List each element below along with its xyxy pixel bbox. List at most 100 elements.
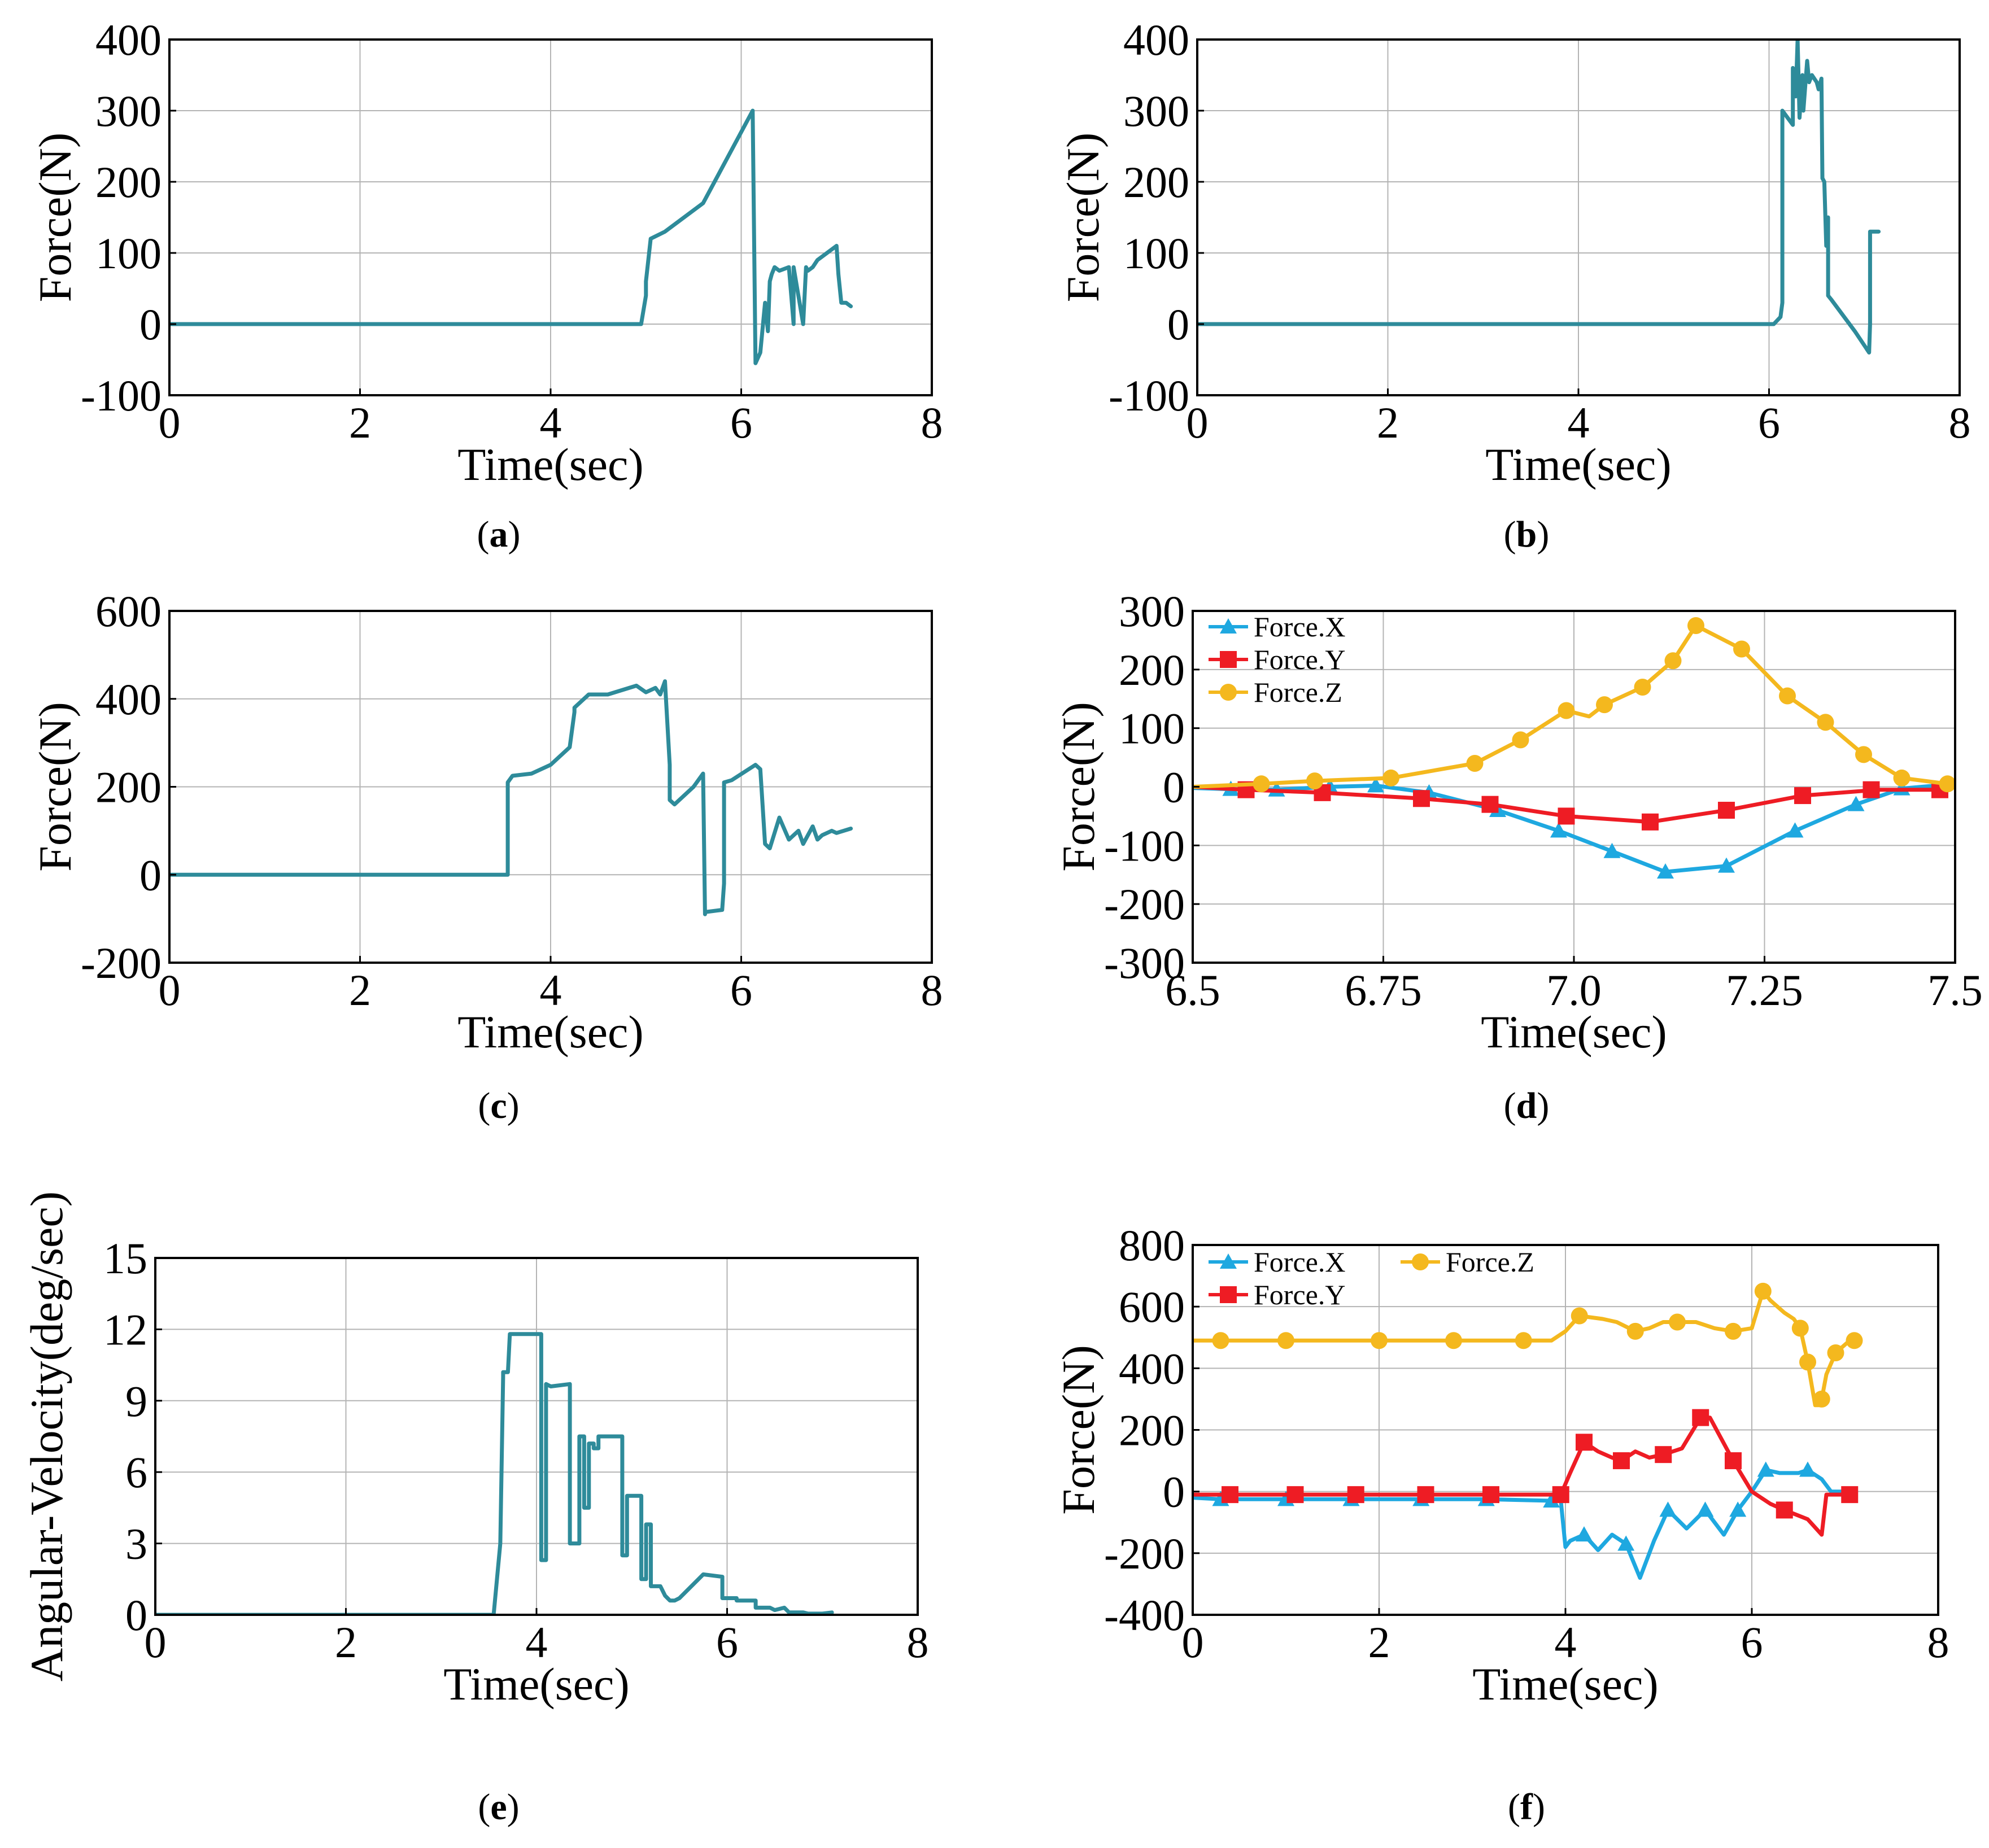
y-tick-label: 400 bbox=[95, 15, 162, 64]
data-point-force-x bbox=[1786, 822, 1804, 838]
data-point-force-y bbox=[1347, 1486, 1364, 1504]
y-tick-label: -300 bbox=[1104, 938, 1185, 988]
x-axis-label: Time(sec) bbox=[457, 1006, 643, 1058]
data-point-force-z bbox=[1212, 1332, 1229, 1349]
data-point-force-x bbox=[1543, 1492, 1560, 1508]
panel-label: (b) bbox=[1504, 514, 1550, 555]
legend-marker bbox=[1220, 1286, 1237, 1303]
x-tick-label: 0 bbox=[159, 965, 181, 1015]
y-tick-label: 100 bbox=[1119, 704, 1185, 753]
y-axis-label: Force(N) bbox=[29, 133, 81, 303]
data-point-force-z bbox=[1813, 1390, 1830, 1408]
y-tick-label: 300 bbox=[95, 86, 162, 136]
legend-label: Force.Z bbox=[1254, 676, 1342, 708]
data-point-force-z bbox=[1733, 640, 1750, 658]
data-point-force-z bbox=[1445, 1332, 1462, 1349]
data-point-force-y bbox=[1692, 1409, 1709, 1426]
panel-label-letter: f bbox=[1520, 1786, 1533, 1828]
y-tick-label: 400 bbox=[95, 675, 162, 724]
y-tick-label: -200 bbox=[1104, 1529, 1185, 1578]
panel-label-close: ) bbox=[1533, 1786, 1545, 1828]
panel-e: 0 2 4 6 8 0 3 6 9 12 15 Time(sec) Angular-Velocity(d… bbox=[21, 1191, 929, 1828]
data-point-force-z bbox=[1277, 1332, 1294, 1349]
data-point-force-z bbox=[1799, 1353, 1816, 1371]
data-point-force-z bbox=[1893, 769, 1911, 787]
data-point-force-y bbox=[1655, 1446, 1672, 1463]
y-tick-label: 0 bbox=[139, 850, 162, 899]
y-tick-label: -100 bbox=[1109, 371, 1189, 420]
y-tick-label: -400 bbox=[1104, 1591, 1185, 1640]
x-axis-label: Time(sec) bbox=[1485, 439, 1671, 490]
x-axis-label: Time(sec) bbox=[1481, 1006, 1667, 1058]
x-tick-label: 4 bbox=[1555, 1618, 1577, 1667]
panel-label-open: ( bbox=[477, 514, 490, 555]
data-point-force-z bbox=[1571, 1307, 1588, 1325]
data-point-force-x bbox=[1550, 822, 1567, 838]
y-tick-label: 600 bbox=[1119, 1282, 1185, 1331]
legend-label: Force.X bbox=[1254, 1246, 1345, 1278]
y-tick-label: 0 bbox=[125, 1591, 147, 1640]
series-line-force bbox=[1197, 38, 1881, 355]
x-tick-label: 8 bbox=[1927, 1618, 1949, 1667]
data-point-force-x bbox=[1799, 1461, 1816, 1477]
data-point-force-y bbox=[1417, 1486, 1434, 1504]
data-point-force-z bbox=[1306, 772, 1323, 790]
data-point-force-z bbox=[1791, 1320, 1809, 1337]
data-point-force-z bbox=[1687, 617, 1704, 634]
x-tick-label: 4 bbox=[526, 1618, 548, 1667]
data-point-force-y bbox=[1776, 1501, 1793, 1519]
data-point-force-x bbox=[1729, 1501, 1747, 1517]
panel-label-close: ) bbox=[508, 514, 521, 555]
y-tick-label: 0 bbox=[1163, 763, 1185, 812]
x-tick-label: 6 bbox=[716, 1618, 738, 1667]
data-point-force-z bbox=[1725, 1322, 1742, 1340]
data-point-force-x bbox=[1603, 842, 1621, 858]
x-tick-label: 0 bbox=[145, 1618, 167, 1667]
panel-d: 6.5 6.75 7.0 7.25 7.5 -300 -200 -100 0 100 200 300 T… bbox=[1053, 587, 1983, 1126]
data-point-force-x bbox=[1617, 1535, 1635, 1551]
data-point-force-y bbox=[1576, 1434, 1593, 1451]
legend-label: Force.Z bbox=[1446, 1246, 1534, 1278]
panel-label-open: ( bbox=[1504, 514, 1516, 555]
panel-a: 0 2 4 6 8-1000100200300400Time(sec)Force(N)(… bbox=[29, 15, 943, 555]
plot-area bbox=[169, 108, 853, 365]
y-tick-label: 200 bbox=[1123, 158, 1189, 207]
x-tick-label: 8 bbox=[921, 965, 943, 1015]
data-point-force-z bbox=[1626, 1322, 1644, 1340]
x-tick-label: 7.5 bbox=[1927, 965, 1983, 1015]
y-axis-label: Force(N) bbox=[29, 702, 81, 872]
data-point-force-z bbox=[1634, 678, 1651, 696]
x-axis-label: Time(sec) bbox=[1472, 1658, 1658, 1710]
x-tick-label: 6 bbox=[1758, 398, 1780, 447]
legend-marker bbox=[1220, 684, 1237, 701]
data-point-force-z bbox=[1855, 746, 1872, 763]
x-tick-label: 8 bbox=[921, 398, 943, 447]
data-point-force-y bbox=[1841, 1486, 1859, 1504]
panel-label-open: ( bbox=[1508, 1786, 1520, 1828]
x-tick-label: 2 bbox=[349, 965, 371, 1015]
y-tick-label: 300 bbox=[1123, 86, 1189, 136]
x-tick-label: 2 bbox=[1368, 1618, 1390, 1667]
panel-label-close: ) bbox=[507, 1085, 520, 1126]
y-tick-label: 200 bbox=[95, 763, 162, 812]
x-tick-label: 2 bbox=[1377, 398, 1399, 447]
panel-label-open: ( bbox=[478, 1786, 490, 1828]
plot-area bbox=[1193, 1282, 1863, 1580]
data-point-force-y bbox=[1413, 790, 1430, 807]
panel-label-close: ) bbox=[507, 1786, 520, 1828]
data-point-force-z bbox=[1558, 702, 1575, 719]
x-tick-label: 6 bbox=[1741, 1618, 1763, 1667]
y-tick-label: 100 bbox=[1123, 229, 1189, 278]
data-point-force-z bbox=[1596, 696, 1613, 714]
y-tick-label: 800 bbox=[1119, 1221, 1185, 1270]
data-point-force-z bbox=[1817, 714, 1834, 731]
y-tick-label: -200 bbox=[81, 938, 162, 988]
x-tick-label: 6 bbox=[730, 398, 752, 447]
y-tick-label: 9 bbox=[125, 1377, 147, 1426]
legend-label: Force.Y bbox=[1254, 644, 1345, 675]
data-point-force-y bbox=[1558, 807, 1575, 825]
data-point-force-y bbox=[1794, 787, 1811, 805]
